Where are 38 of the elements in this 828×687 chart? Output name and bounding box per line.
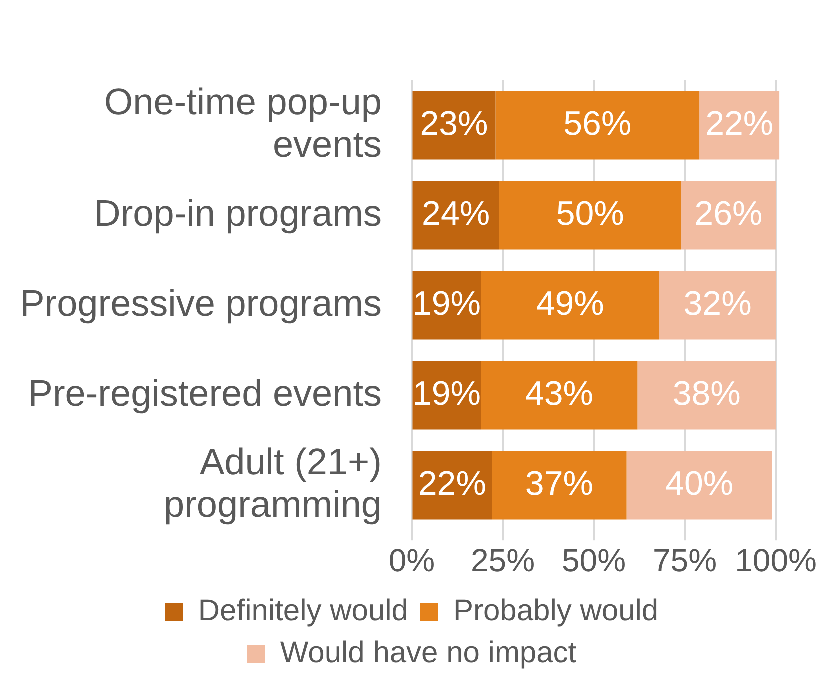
bar [481, 271, 660, 340]
bar [681, 181, 776, 250]
y-tick-label: Progressive programs [20, 282, 382, 324]
y-tick-label: One-time pop-up events [104, 81, 382, 166]
bar [638, 361, 776, 430]
y-tick-label: Pre-registered events [28, 372, 382, 414]
bar [492, 451, 627, 520]
bar [626, 451, 772, 520]
data-label: 22% [706, 104, 774, 143]
data-label: 56% [564, 104, 632, 143]
x-tick-label: 50% [562, 542, 626, 579]
x-tick-label: 100% [735, 542, 817, 579]
x-tick-label: 75% [653, 542, 718, 579]
data-label: 19% [412, 284, 481, 323]
data-label: 19% [412, 374, 481, 413]
data-label: 23% [420, 104, 488, 143]
data-label: 22% [418, 464, 486, 503]
data-label: 40% [666, 464, 734, 503]
data-label: 32% [684, 284, 752, 323]
legend-label: Would have no impact [280, 636, 578, 670]
x-tick-label: 0% [388, 542, 436, 579]
data-label: 50% [556, 194, 624, 233]
data-label: 26% [694, 194, 763, 233]
bar [481, 361, 638, 430]
legend-label: Probably would [453, 594, 659, 628]
data-label: 38% [672, 374, 741, 413]
bar [412, 181, 500, 250]
y-tick-label: Drop-in programs [94, 192, 382, 234]
data-label: 43% [525, 374, 594, 413]
bar [660, 271, 776, 340]
x-tick-label: 25% [470, 542, 536, 579]
bar [499, 181, 682, 250]
legend-label: Definitely would [198, 594, 408, 628]
data-label: 37% [525, 464, 594, 503]
y-tick-label: Adult (21+) programming [164, 442, 382, 526]
data-label: 49% [536, 284, 604, 323]
bar [496, 91, 700, 160]
data-label: 24% [422, 194, 490, 233]
